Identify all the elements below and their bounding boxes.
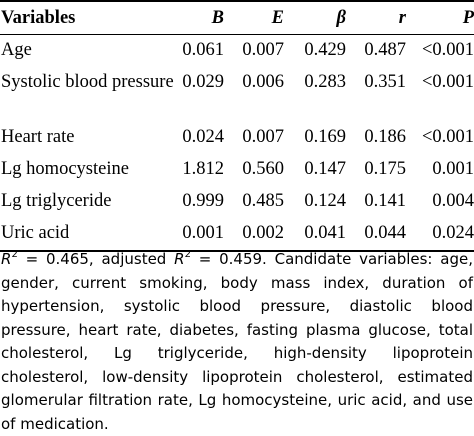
cell-p: <0.001 — [421, 72, 474, 92]
cell-beta: 0.169 — [304, 127, 346, 147]
row-variable: Heart rate — [1, 127, 75, 147]
footnote-text: = 0.459. Candidate variables: age, gende… — [1, 250, 473, 433]
cell-p: 0.001 — [432, 159, 474, 179]
header-b: B — [176, 0, 224, 35]
cell-p: <0.001 — [421, 127, 474, 147]
cell-e: 0.485 — [242, 191, 284, 211]
cell-e: 0.006 — [242, 72, 284, 92]
table-row: Age 0.061 0.007 0.429 0.487 <0.001 — [0, 35, 474, 68]
header-row: Variables B E β r P — [0, 0, 474, 35]
table-row: Lg triglyceride 0.999 0.485 0.124 0.141 … — [0, 186, 474, 218]
cell-b: 0.061 — [182, 40, 224, 60]
cell-beta: 0.147 — [304, 159, 346, 179]
cell-beta: 0.283 — [304, 72, 346, 92]
table-header: Variables B E β r P — [0, 0, 474, 35]
cell-r: 0.044 — [346, 218, 406, 252]
cell-r: 0.175 — [364, 159, 406, 179]
cell-r: 0.141 — [364, 191, 406, 211]
r-squared-exponent: 2 — [11, 249, 18, 260]
adjusted-r-squared-symbol: R — [174, 250, 185, 268]
row-variable: Lg triglyceride — [1, 191, 112, 211]
cell-b: 0.001 — [176, 218, 224, 252]
row-variable: Systolic blood pressure — [1, 72, 174, 92]
header-e: E — [224, 0, 284, 35]
header-beta: β — [284, 0, 346, 35]
cell-b: 0.029 — [182, 72, 224, 92]
cell-beta: 0.041 — [284, 218, 346, 252]
table-row: Systolic blood pressure 0.029 0.006 0.28… — [0, 67, 474, 122]
cell-p: 0.024 — [406, 218, 474, 252]
row-variable: Uric acid — [0, 218, 176, 252]
header-p: P — [406, 0, 474, 35]
r-squared-value: = 0.465, adjusted — [17, 250, 175, 268]
cell-r: 0.351 — [364, 72, 406, 92]
cell-e: 0.002 — [224, 218, 284, 252]
cell-b: 1.812 — [182, 159, 224, 179]
adjusted-r-squared-exponent: 2 — [184, 249, 191, 260]
row-variable: Lg homocysteine — [1, 159, 129, 179]
regression-table: Variables B E β r P Age 0.061 0.007 0.42… — [0, 0, 474, 252]
cell-p: <0.001 — [421, 40, 474, 60]
cell-p: 0.004 — [432, 191, 474, 211]
cell-r: 0.186 — [364, 127, 406, 147]
table-footnote: R2 = 0.465, adjusted R2 = 0.459. Candida… — [1, 248, 473, 436]
r-squared-symbol: R — [1, 250, 12, 268]
cell-e: 0.007 — [242, 127, 284, 147]
table-body: Age 0.061 0.007 0.429 0.487 <0.001 Systo… — [0, 35, 474, 252]
cell-b: 0.024 — [182, 127, 224, 147]
table-row: Heart rate 0.024 0.007 0.169 0.186 <0.00… — [0, 122, 474, 154]
cell-beta: 0.124 — [304, 191, 346, 211]
header-variables: Variables — [0, 0, 176, 35]
table-row: Lg homocysteine 1.812 0.560 0.147 0.175 … — [0, 154, 474, 186]
cell-e: 0.560 — [242, 159, 284, 179]
header-r: r — [346, 0, 406, 35]
cell-e: 0.007 — [242, 40, 284, 60]
cell-b: 0.999 — [182, 191, 224, 211]
cell-beta: 0.429 — [304, 40, 346, 60]
cell-r: 0.487 — [364, 40, 406, 60]
table-row: Uric acid 0.001 0.002 0.041 0.044 0.024 — [0, 218, 474, 252]
row-variable: Age — [1, 40, 32, 60]
